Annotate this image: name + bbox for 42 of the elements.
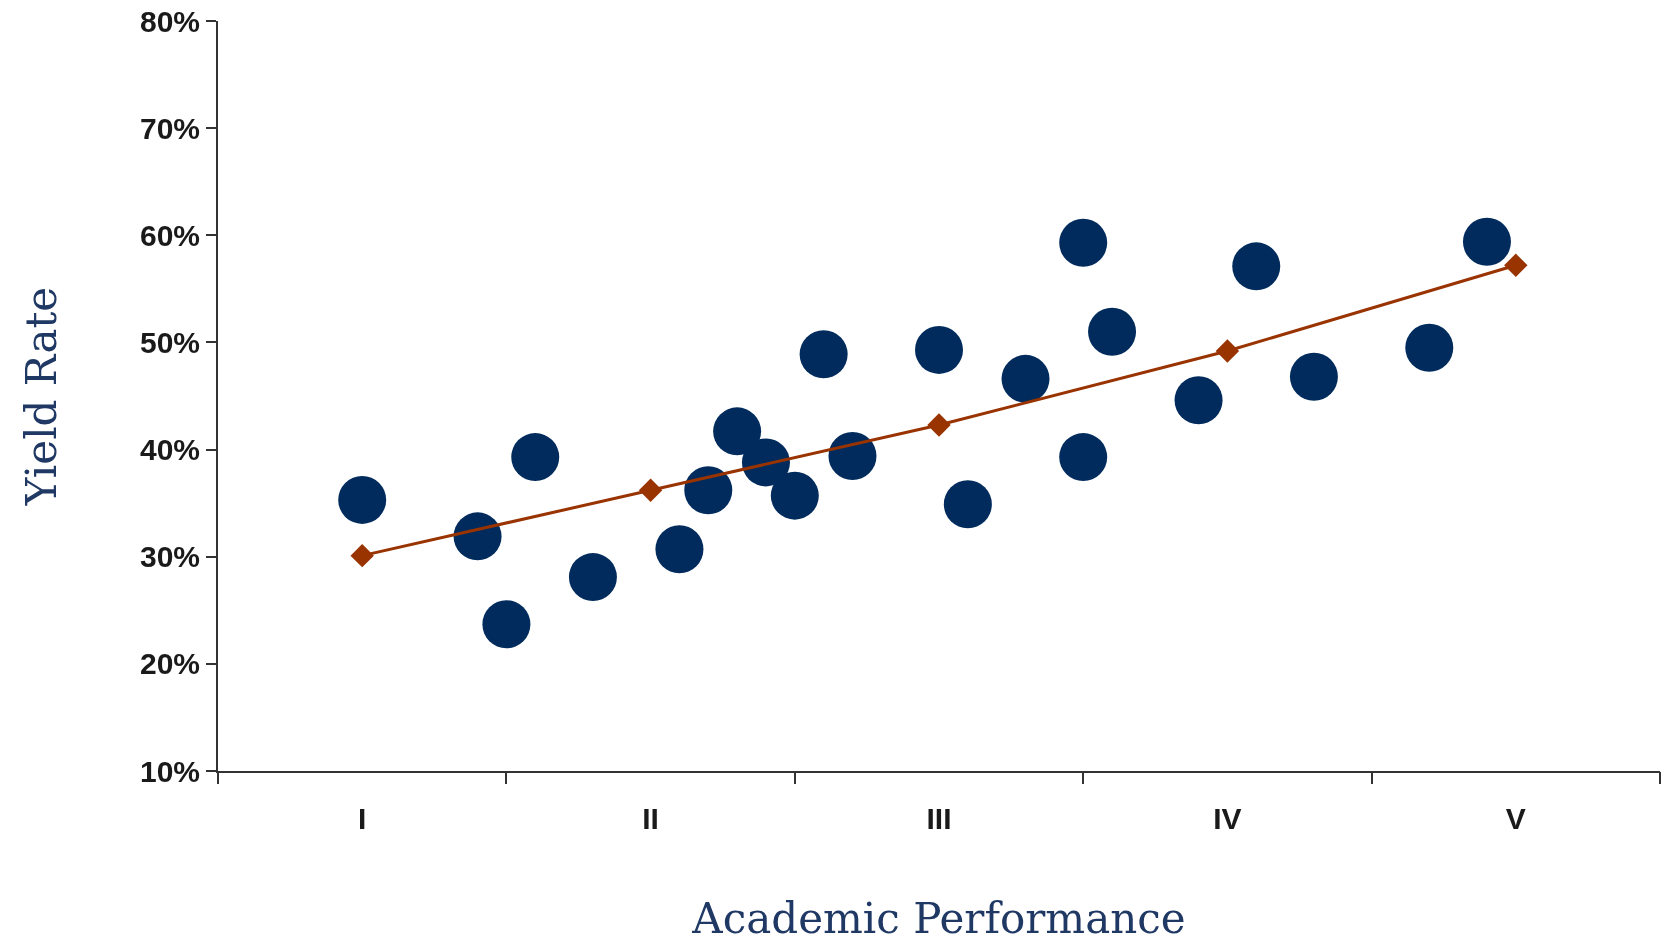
point [568,553,617,602]
x-axis-title: Academic Performance [691,894,1186,944]
point [1504,253,1528,277]
point [799,330,848,379]
x-tick-label: IV [1213,802,1242,835]
y-tick-label: 50% [139,325,200,359]
point [943,480,992,529]
y-tick-label: 10% [139,754,200,788]
point [482,600,531,649]
x-tick-label: II [642,802,659,835]
y-tick-label: 80% [139,4,200,38]
point [927,413,951,437]
point [350,543,374,568]
point [1232,242,1281,291]
point [1289,352,1338,401]
y-axis-title: Yield Rate [17,286,67,507]
y-tick-label: 70% [139,111,200,145]
point [655,525,704,574]
point [453,512,502,561]
point [1462,217,1511,266]
x-tick-label: I [358,802,367,835]
point [1215,339,1240,363]
point [684,466,733,515]
y-tick-label: 60% [139,218,200,252]
point [915,325,963,374]
point [1059,433,1108,482]
y-tick-label: 30% [139,540,200,574]
point [770,471,819,520]
point [338,475,387,524]
y-tick-label: 40% [139,433,200,467]
point [1088,307,1137,356]
point [638,478,663,502]
point [1405,323,1454,372]
x-tick-label: V [1505,802,1526,835]
point [1001,354,1050,403]
point [511,433,560,482]
point [713,407,762,456]
point [828,432,877,480]
point [1059,218,1108,267]
y-tick-label: 20% [139,647,200,681]
x-tick-label: III [926,802,952,835]
point [1174,376,1223,425]
